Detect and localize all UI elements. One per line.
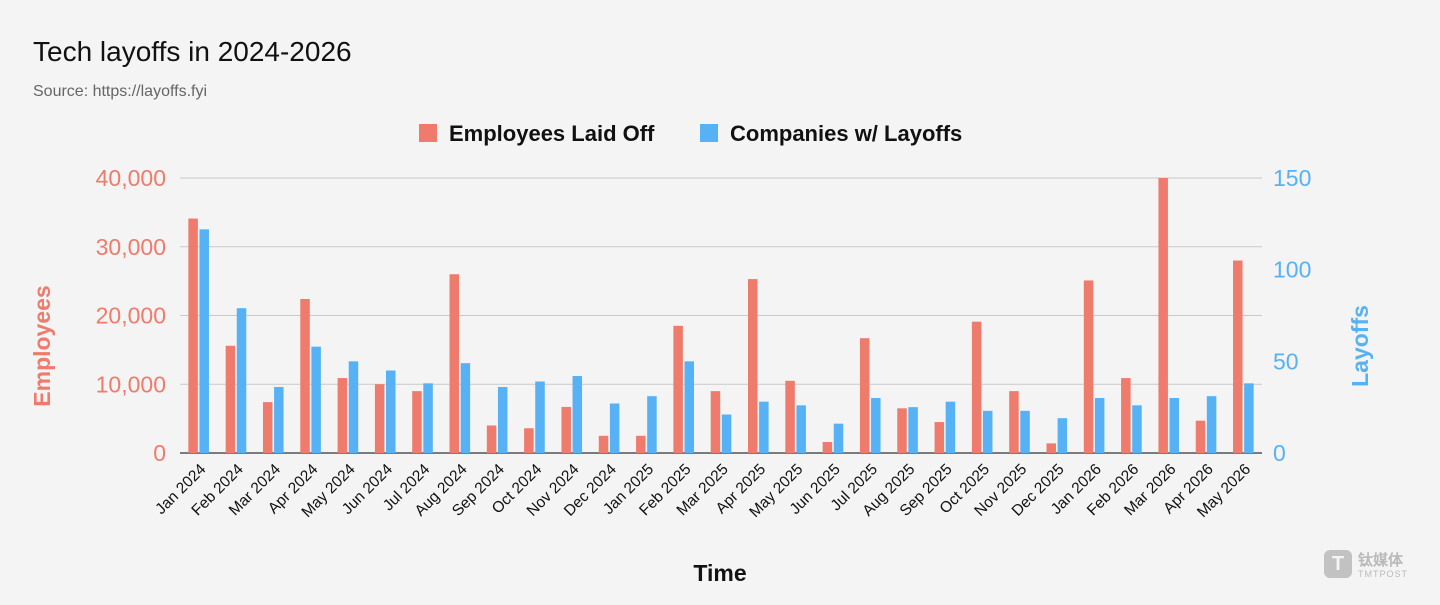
bar-employees xyxy=(1121,378,1131,453)
bar-employees xyxy=(337,378,348,453)
bar-companies xyxy=(1094,398,1105,453)
bar-employees xyxy=(971,321,982,453)
y-tick-label: 0 xyxy=(153,440,166,466)
bar-employees xyxy=(225,345,236,453)
bar-companies xyxy=(348,361,359,453)
bar-employees xyxy=(897,408,907,453)
bar-employees xyxy=(934,422,945,453)
y-tick-label: 30,000 xyxy=(96,234,166,260)
bar-companies xyxy=(1132,405,1142,453)
bar-employees xyxy=(1158,178,1168,453)
y2-axis-label: Layoffs xyxy=(1347,305,1373,387)
bar-companies xyxy=(796,405,806,453)
watermark-en-text: TMTPOST xyxy=(1358,569,1408,579)
bar-employees xyxy=(1009,391,1019,453)
bar-companies xyxy=(386,370,396,453)
bar-companies xyxy=(1169,398,1180,453)
watermark-cn-text: 钛媒体 xyxy=(1358,551,1404,569)
chart-title: Tech layoffs in 2024-2026 xyxy=(33,36,352,67)
bar-employees xyxy=(673,325,683,453)
bar-employees xyxy=(449,274,460,453)
bar-companies xyxy=(1057,418,1068,453)
bar-companies xyxy=(274,387,284,453)
bar-companies xyxy=(1244,383,1254,453)
bar-companies xyxy=(311,346,321,453)
legend-swatch-employees xyxy=(419,124,437,142)
bar-employees xyxy=(748,279,758,453)
bar-companies xyxy=(423,383,433,453)
tmtpost-watermark: T 钛媒体 TMTPOST xyxy=(1324,548,1424,582)
bar-employees xyxy=(374,384,385,453)
bar-employees xyxy=(1083,280,1094,453)
gridlines xyxy=(180,177,1262,454)
bar-companies xyxy=(647,396,657,453)
bar-employees xyxy=(486,425,497,453)
bar-employees xyxy=(859,338,870,453)
legend-label-companies: Companies w/ Layoffs xyxy=(730,121,962,146)
bar-companies xyxy=(1206,396,1217,453)
bar-employees xyxy=(524,428,534,453)
bar-employees xyxy=(636,435,646,453)
tmtpost-logo-icon: T xyxy=(1324,550,1352,578)
bar-companies xyxy=(1020,410,1030,453)
y-tick-label: 40,000 xyxy=(96,165,166,191)
bar-employees xyxy=(785,380,795,453)
bar-companies xyxy=(945,401,956,453)
bar-companies xyxy=(908,407,918,453)
bar-employees xyxy=(1046,443,1056,453)
bar-companies xyxy=(535,381,545,453)
bar-companies xyxy=(497,387,508,453)
y2-tick-label: 50 xyxy=(1273,348,1299,374)
y-tick-label: 10,000 xyxy=(96,371,166,397)
bar-employees xyxy=(188,218,198,453)
bar-employees xyxy=(262,402,273,453)
bar-employees xyxy=(561,406,571,453)
bar-companies xyxy=(833,423,844,453)
y-tick-label: 20,000 xyxy=(96,303,166,329)
legend-label-employees: Employees Laid Off xyxy=(449,121,655,146)
bar-employees xyxy=(598,435,609,453)
bar-companies xyxy=(199,229,209,453)
bar-companies xyxy=(871,398,881,453)
bar-employees xyxy=(300,299,310,453)
chart-source: Source: https://layoffs.fyi xyxy=(33,83,208,100)
bar-companies xyxy=(684,361,694,453)
bar-companies xyxy=(572,376,583,453)
legend: Employees Laid Off Companies w/ Layoffs xyxy=(419,121,962,146)
bar-employees xyxy=(1233,260,1243,453)
y2-tick-label: 150 xyxy=(1273,165,1311,191)
bars xyxy=(188,178,1254,453)
bar-companies xyxy=(609,403,620,453)
bar-companies xyxy=(721,414,732,453)
bar-employees xyxy=(710,391,721,453)
bar-employees xyxy=(1195,420,1206,453)
bar-employees xyxy=(412,391,422,453)
right-axis-ticks: 0 50 100 150 xyxy=(1273,165,1311,466)
bar-companies xyxy=(236,308,247,453)
left-axis-ticks: 0 10,000 20,000 30,000 40,000 xyxy=(96,165,166,466)
bar-companies xyxy=(460,363,471,453)
legend-swatch-companies xyxy=(700,124,718,142)
bar-employees xyxy=(822,442,833,453)
x-axis-label: Time xyxy=(693,560,746,586)
bar-companies xyxy=(982,410,993,453)
y2-tick-label: 0 xyxy=(1273,440,1286,466)
y-axis-label: Employees xyxy=(29,285,55,406)
bar-companies xyxy=(759,401,769,453)
y2-tick-label: 100 xyxy=(1273,257,1311,283)
